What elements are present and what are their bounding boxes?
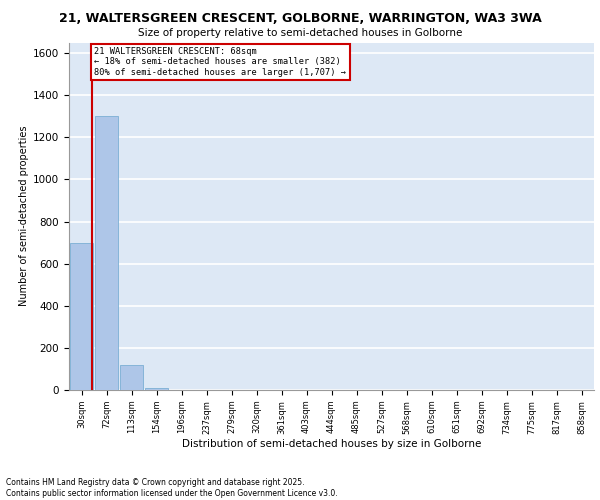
Bar [95, 116, 118, 390]
Text: Contains HM Land Registry data © Crown copyright and database right 2025.
Contai: Contains HM Land Registry data © Crown c… [6, 478, 338, 498]
Text: 21 WALTERSGREEN CRESCENT: 68sqm
← 18% of semi-detached houses are smaller (382)
: 21 WALTERSGREEN CRESCENT: 68sqm ← 18% of… [95, 46, 347, 76]
Bar [145, 388, 168, 390]
Text: 21, WALTERSGREEN CRESCENT, GOLBORNE, WARRINGTON, WA3 3WA: 21, WALTERSGREEN CRESCENT, GOLBORNE, WAR… [59, 12, 541, 26]
Bar [70, 242, 93, 390]
X-axis label: Distribution of semi-detached houses by size in Golborne: Distribution of semi-detached houses by … [182, 439, 481, 449]
Bar [120, 364, 143, 390]
Text: Size of property relative to semi-detached houses in Golborne: Size of property relative to semi-detach… [138, 28, 462, 38]
Y-axis label: Number of semi-detached properties: Number of semi-detached properties [19, 126, 29, 306]
